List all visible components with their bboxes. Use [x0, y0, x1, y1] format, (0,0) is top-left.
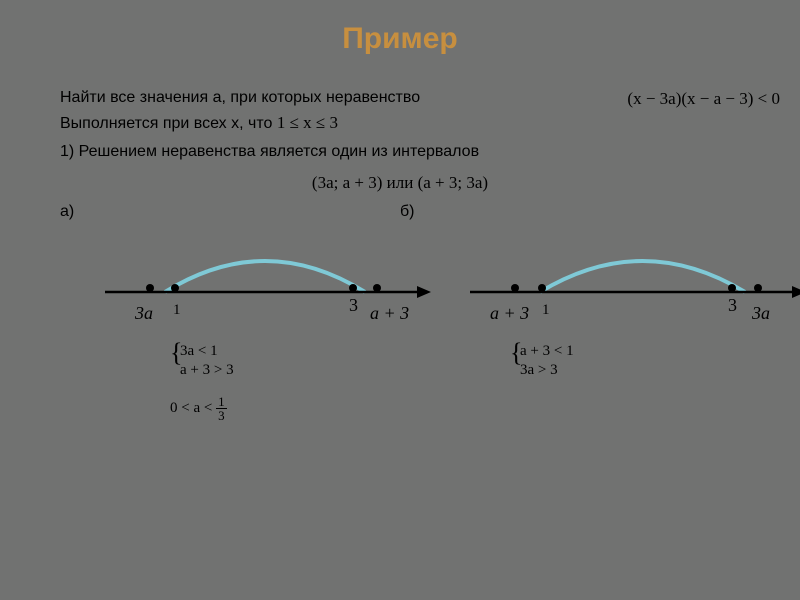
brace-icon: { — [170, 340, 182, 366]
text-l1: Найти все значения a, при которых нераве… — [60, 89, 420, 106]
fraction: 13 — [216, 395, 227, 422]
number-line-diagrams: 3a 1 3 a + 3 a + 3 1 3 3a — [60, 232, 740, 342]
axis-label: 3a — [135, 300, 153, 327]
problem-line-2: Выполняется при всех x, что 1 ≤ x ≤ 3 — [60, 110, 740, 136]
frac-den: 3 — [216, 409, 227, 422]
axis-label: 3 — [349, 292, 358, 319]
system-a-column: { 3a < 1 a + 3 > 3 0 < a < 13 — [60, 342, 400, 422]
axis-label: 3a — [752, 300, 770, 327]
text-l2: Выполняется при всех x, что — [60, 115, 277, 132]
result-a-pre: 0 < a < — [170, 399, 216, 415]
brace-icon: { — [510, 340, 522, 366]
slide-title: Пример — [0, 0, 800, 56]
diagram-a: 3a 1 3 a + 3 — [95, 232, 435, 342]
main-inequality: (x − 3a)(x − a − 3) < 0 — [627, 86, 780, 112]
frac-num: 1 — [216, 395, 227, 409]
sys-b-row2: 3a > 3 — [520, 361, 740, 381]
case-a-label: а) — [60, 200, 400, 224]
sys-a-row1: 3a < 1 — [180, 342, 400, 362]
result-a: 0 < a < 13 — [170, 395, 400, 422]
inequality-systems: { 3a < 1 a + 3 > 3 0 < a < 13 { a + 3 < … — [60, 342, 740, 422]
system-a: { 3a < 1 a + 3 > 3 — [170, 342, 400, 381]
sys-b-row1: a + 3 < 1 — [520, 342, 740, 362]
content-area: Найти все значения a, при которых нераве… — [0, 56, 800, 422]
sys-a-row2: a + 3 > 3 — [180, 361, 400, 381]
axis-label: 1 — [173, 299, 181, 322]
axis-label: 1 — [542, 299, 550, 322]
diagram-b: a + 3 1 3 3a — [460, 232, 800, 342]
axis-label: a + 3 — [370, 300, 409, 327]
solution-line: 1) Решением неравенства является один из… — [60, 140, 740, 164]
axis-label: 3 — [728, 292, 737, 319]
case-labels: а) б) — [60, 200, 740, 224]
problem-line-1: Найти все значения a, при которых нераве… — [60, 86, 740, 110]
system-b-column: { a + 3 < 1 3a > 3 — [400, 342, 740, 422]
case-b-label: б) — [400, 200, 740, 224]
axis-label: a + 3 — [490, 300, 529, 327]
system-b: { a + 3 < 1 3a > 3 — [510, 342, 740, 381]
interval-expression: (3a; a + 3) или (a + 3; 3a) — [60, 170, 740, 196]
range-formula: 1 ≤ x ≤ 3 — [277, 113, 338, 132]
